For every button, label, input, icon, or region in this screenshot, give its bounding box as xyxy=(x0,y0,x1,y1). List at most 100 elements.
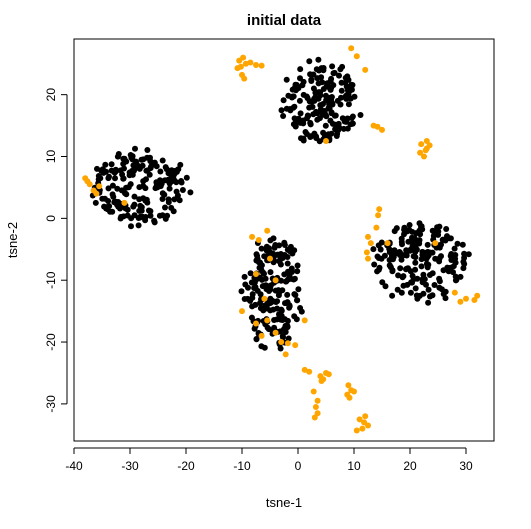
orange-point xyxy=(314,397,321,404)
orange-point xyxy=(457,298,464,305)
orange-point xyxy=(253,62,259,68)
orange-point xyxy=(373,224,380,231)
black-point xyxy=(294,268,301,275)
black-point xyxy=(143,176,149,183)
black-point xyxy=(412,285,419,292)
orange-point xyxy=(376,206,383,213)
orange-point xyxy=(421,153,427,160)
black-point xyxy=(261,344,268,351)
black-point xyxy=(406,222,413,228)
black-point xyxy=(409,234,415,241)
black-point xyxy=(306,98,313,105)
black-point xyxy=(129,156,136,163)
black-point xyxy=(261,270,267,277)
black-point xyxy=(452,255,459,262)
x-tick-label: -40 xyxy=(65,459,83,473)
black-point xyxy=(409,228,416,235)
black-point xyxy=(381,252,388,259)
y-tick-label: 20 xyxy=(44,88,58,102)
black-point xyxy=(291,313,298,320)
black-point xyxy=(401,231,407,238)
orange-point xyxy=(267,255,273,262)
black-point xyxy=(277,328,284,335)
black-point xyxy=(310,71,317,78)
black-point xyxy=(179,187,186,193)
black-point xyxy=(292,120,299,127)
black-point xyxy=(289,86,296,93)
black-point xyxy=(143,167,150,174)
orange-point xyxy=(353,53,360,60)
black-point xyxy=(300,137,307,144)
black-point xyxy=(345,101,352,108)
black-point xyxy=(317,106,324,113)
orange-point xyxy=(301,366,308,373)
orange-point xyxy=(471,297,478,303)
black-point xyxy=(118,213,125,220)
black-point xyxy=(122,190,128,197)
black-point xyxy=(294,262,301,269)
black-point xyxy=(135,222,142,229)
black-point xyxy=(95,173,102,179)
black-point xyxy=(460,265,467,272)
black-point xyxy=(398,256,405,263)
black-point xyxy=(418,263,425,270)
black-point xyxy=(407,289,414,296)
black-point xyxy=(255,259,262,266)
black-point xyxy=(121,165,127,172)
black-point xyxy=(440,267,447,274)
black-point xyxy=(315,56,322,63)
black-point xyxy=(92,199,99,206)
black-point xyxy=(304,112,311,119)
x-axis-label: tsne-1 xyxy=(266,495,302,510)
black-point xyxy=(238,288,245,295)
orange-point xyxy=(365,233,371,240)
black-point xyxy=(425,286,432,293)
black-point xyxy=(125,184,132,191)
black-point xyxy=(311,97,318,104)
black-point xyxy=(293,81,300,88)
black-point xyxy=(288,265,295,272)
orange-point xyxy=(240,54,247,61)
black-point xyxy=(178,178,185,184)
black-point xyxy=(247,270,254,277)
orange-point xyxy=(234,65,241,72)
orange-point xyxy=(422,147,429,154)
orange-point xyxy=(423,138,430,144)
black-point xyxy=(349,113,356,120)
orange-point xyxy=(426,142,433,149)
black-point xyxy=(328,75,335,82)
x-tick-label: 0 xyxy=(295,459,302,473)
black-point xyxy=(405,238,412,245)
orange-point xyxy=(301,317,308,324)
black-point xyxy=(414,275,421,282)
black-point xyxy=(454,240,461,247)
orange-point xyxy=(311,414,318,421)
black-point xyxy=(117,205,123,212)
chart-title: initial data xyxy=(247,12,322,29)
black-point xyxy=(322,122,329,129)
black-point xyxy=(109,182,116,189)
orange-point xyxy=(292,342,299,349)
black-point xyxy=(144,199,151,206)
black-point xyxy=(315,80,322,87)
black-point xyxy=(165,196,172,203)
black-point xyxy=(331,69,338,76)
black-point xyxy=(275,292,282,299)
orange-point xyxy=(417,149,424,156)
black-point xyxy=(272,252,278,259)
black-point xyxy=(328,130,335,137)
black-point xyxy=(249,303,256,310)
black-point xyxy=(294,297,300,304)
y-tick-label: 10 xyxy=(44,150,58,164)
orange-point xyxy=(282,351,289,358)
orange-point xyxy=(346,394,353,401)
orange-point xyxy=(367,240,374,247)
black-point xyxy=(389,292,396,299)
black-point xyxy=(436,275,443,282)
black-point xyxy=(391,248,398,255)
black-point xyxy=(147,154,153,161)
black-point xyxy=(140,183,147,189)
black-point xyxy=(257,291,264,298)
black-point xyxy=(300,78,307,85)
black-point xyxy=(108,167,115,174)
